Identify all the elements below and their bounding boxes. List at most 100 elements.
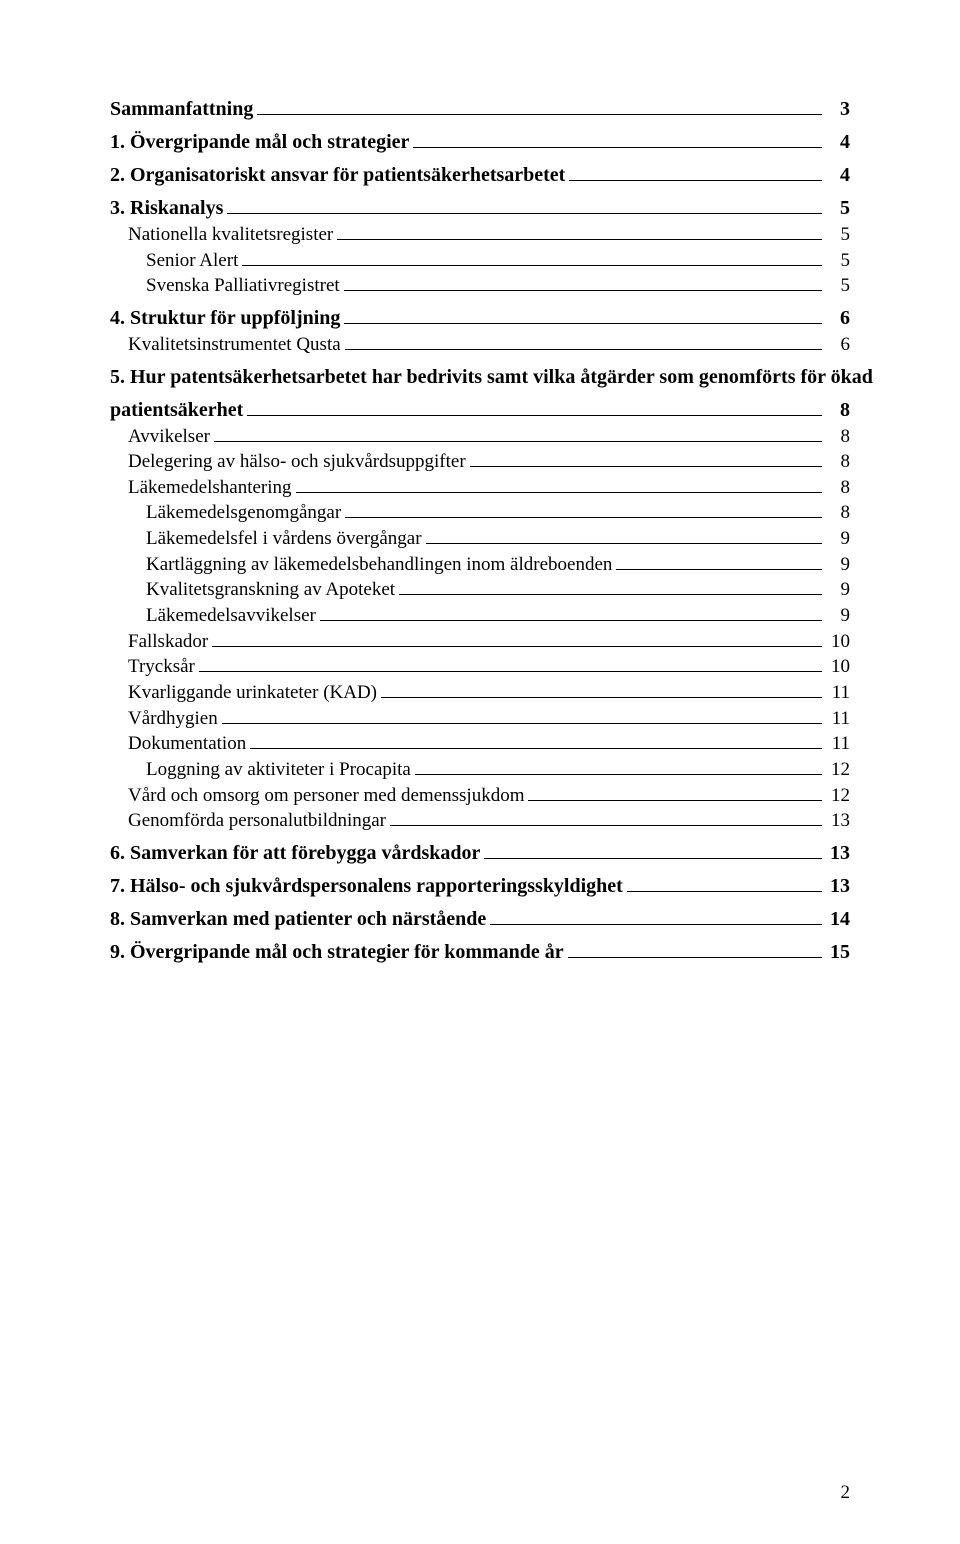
toc-entry-label: 6. Samverkan för att förebygga vårdskado… xyxy=(110,840,480,867)
toc-leader xyxy=(257,100,822,115)
toc-entry-line2: patientsäkerhet8 xyxy=(110,397,850,424)
toc-entry-page: 12 xyxy=(826,783,850,809)
toc-entry-label: Nationella kvalitetsregister xyxy=(110,222,333,248)
toc-entry-page: 8 xyxy=(826,475,850,501)
toc-leader xyxy=(381,683,822,698)
toc-entry-page: 8 xyxy=(826,424,850,450)
toc-entry-label: Kvalitetsinstrumentet Qusta xyxy=(110,332,341,358)
toc-entry-page: 4 xyxy=(826,129,850,156)
toc-entry: Vårdhygien 11 xyxy=(110,706,850,732)
toc-leader xyxy=(528,785,822,800)
toc-leader xyxy=(344,309,822,324)
toc-entry-label: Kvarliggande urinkateter (KAD) xyxy=(110,680,377,706)
toc-entry: 2. Organisatoriskt ansvar för patientsäk… xyxy=(110,162,850,189)
toc-entry-label: Vårdhygien xyxy=(110,706,218,732)
toc-entry-page: 9 xyxy=(826,577,850,603)
toc-entry-label: Kartläggning av läkemedelsbehandlingen i… xyxy=(110,552,612,578)
toc-entry-page: 5 xyxy=(826,222,850,248)
toc-entry-page: 9 xyxy=(826,603,850,629)
toc-entry-page: 8 xyxy=(826,397,850,424)
toc-entry-label: 4. Struktur för uppföljning xyxy=(110,305,340,332)
toc-leader xyxy=(345,503,822,518)
toc-entry: 4. Struktur för uppföljning 6 xyxy=(110,305,850,332)
toc-entry-page: 12 xyxy=(826,757,850,783)
toc-leader xyxy=(214,426,822,441)
toc-entry: Läkemedelshantering 8 xyxy=(110,475,850,501)
toc-entry: 1. Övergripande mål och strategier 4 xyxy=(110,129,850,156)
toc-entry-page: 11 xyxy=(826,731,850,757)
toc-entry: Genomförda personalutbildningar 13 xyxy=(110,808,850,834)
toc-entry-label: 7. Hälso- och sjukvårdspersonalens rappo… xyxy=(110,873,623,900)
toc-entry-page: 4 xyxy=(826,162,850,189)
toc-entry-label: 5. Hur patentsäkerhetsarbetet har bedriv… xyxy=(110,364,873,391)
toc-entry-page: 6 xyxy=(826,305,850,332)
toc-entry-page: 5 xyxy=(826,248,850,274)
toc-entry: 9. Övergripande mål och strategier för k… xyxy=(110,939,850,966)
toc-leader xyxy=(344,276,822,291)
toc-leader xyxy=(470,452,822,467)
toc-entry-label: Kvalitetsgranskning av Apoteket xyxy=(110,577,395,603)
toc-leader xyxy=(413,133,822,148)
toc-entry: 7. Hälso- och sjukvårdspersonalens rappo… xyxy=(110,873,850,900)
toc-entry-page: 5 xyxy=(826,195,850,222)
toc-entry: Svenska Palliativregistret 5 xyxy=(110,273,850,299)
toc-entry: Trycksår 10 xyxy=(110,654,850,680)
toc-entry-label: Läkemedelshantering xyxy=(110,475,292,501)
toc-entry: 3. Riskanalys 5 xyxy=(110,195,850,222)
toc-entry: Fallskador10 xyxy=(110,629,850,655)
toc-entry: 6. Samverkan för att förebygga vårdskado… xyxy=(110,840,850,867)
toc-entry-page: 8 xyxy=(826,500,850,526)
toc-entry-page: 13 xyxy=(826,840,850,867)
toc-entry-label: Trycksår xyxy=(110,654,195,680)
toc-entry: Kvalitetsinstrumentet Qusta 6 xyxy=(110,332,850,358)
toc-entry-page: 6 xyxy=(826,332,850,358)
toc-entry: Vård och omsorg om personer med demenssj… xyxy=(110,783,850,809)
toc-entry-label: 8. Samverkan med patienter och närståend… xyxy=(110,906,486,933)
toc-leader xyxy=(337,225,822,240)
toc-entry-page: 15 xyxy=(826,939,850,966)
document-page: Sammanfattning 3 1. Övergripande mål och s… xyxy=(0,0,960,1544)
toc-entry-label: Avvikelser xyxy=(110,424,210,450)
toc-entry-label: Läkemedelsavvikelser xyxy=(110,603,316,629)
toc-entry-label: 1. Övergripande mål och strategier xyxy=(110,129,409,156)
toc-entry-page: 9 xyxy=(826,526,850,552)
toc-leader xyxy=(199,657,822,672)
toc-entry: Nationella kvalitetsregister 5 xyxy=(110,222,850,248)
toc-leader xyxy=(399,580,822,595)
toc-entry-page: 13 xyxy=(826,873,850,900)
table-of-contents: Sammanfattning 3 1. Övergripande mål och s… xyxy=(110,96,850,966)
toc-entry-label: Dokumentation xyxy=(110,731,246,757)
toc-leader xyxy=(227,199,822,214)
toc-entry: Kvalitetsgranskning av Apoteket 9 xyxy=(110,577,850,603)
toc-entry-label: Loggning av aktiviteter i Procapita xyxy=(110,757,411,783)
toc-entry-label: Genomförda personalutbildningar xyxy=(110,808,386,834)
toc-entry-page: 3 xyxy=(826,96,850,123)
toc-entry: Läkemedelsfel i vårdens övergångar9 xyxy=(110,526,850,552)
toc-entry-label: Sammanfattning xyxy=(110,96,253,123)
toc-leader xyxy=(247,400,822,415)
toc-entry-page: 14 xyxy=(826,906,850,933)
toc-entry-page: 11 xyxy=(826,706,850,732)
toc-leader xyxy=(212,631,822,646)
toc-entry-label: 3. Riskanalys xyxy=(110,195,223,222)
toc-leader xyxy=(426,529,822,544)
toc-entry-page: 13 xyxy=(826,808,850,834)
toc-entry: Dokumentation 11 xyxy=(110,731,850,757)
toc-entry-page: 11 xyxy=(826,680,850,706)
toc-leader xyxy=(296,477,822,492)
toc-entry: Läkemedelsavvikelser 9 xyxy=(110,603,850,629)
toc-entry-label: 9. Övergripande mål och strategier för k… xyxy=(110,939,564,966)
toc-entry-page: 10 xyxy=(826,654,850,680)
toc-entry: Loggning av aktiviteter i Procapita 12 xyxy=(110,757,850,783)
toc-entry-label: Svenska Palliativregistret xyxy=(110,273,340,299)
toc-leader xyxy=(484,843,822,858)
toc-leader xyxy=(627,876,822,891)
toc-leader xyxy=(568,942,822,957)
toc-entry-page: 5 xyxy=(826,273,850,299)
toc-leader xyxy=(222,708,822,723)
toc-entry: Kvarliggande urinkateter (KAD) 11 xyxy=(110,680,850,706)
toc-entry: 8. Samverkan med patienter och närståend… xyxy=(110,906,850,933)
toc-entry-page: 9 xyxy=(826,552,850,578)
toc-entry-page: 10 xyxy=(826,629,850,655)
toc-leader xyxy=(569,166,822,181)
